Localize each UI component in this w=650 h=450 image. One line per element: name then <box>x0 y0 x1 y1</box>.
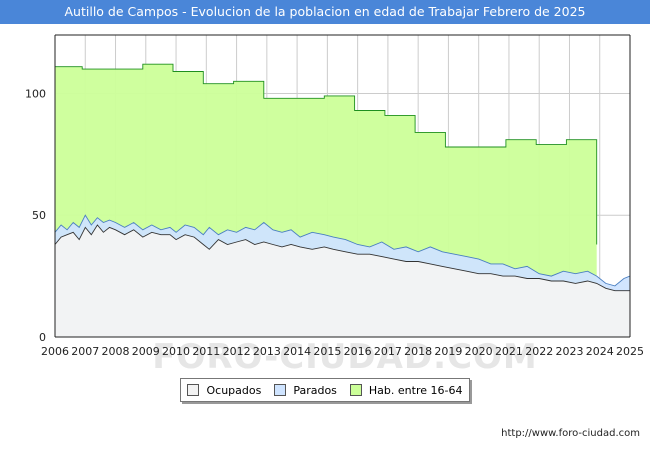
y-tick-label: 100 <box>25 87 46 100</box>
x-tick-label: 2015 <box>313 345 341 358</box>
x-tick-label: 2006 <box>41 345 69 358</box>
chart-title: Autillo de Campos - Evolucion de la pobl… <box>0 0 650 24</box>
x-tick-label: 2018 <box>404 345 432 358</box>
series-layer <box>54 63 631 337</box>
x-tick-label: 2020 <box>465 345 493 358</box>
legend-item-parados: Parados <box>274 384 337 397</box>
x-tick-label: 2023 <box>555 345 583 358</box>
chart-area: FORO-CIUDAD.COM 2006 2007 2008 2009 2010 2011… <box>25 34 644 374</box>
x-tick-label: 2021 <box>495 345 523 358</box>
series-line-hab-entre-16-64 <box>55 63 598 245</box>
series-line-ocupados <box>54 224 630 292</box>
legend-item-ocupados: Ocupados <box>187 384 261 397</box>
x-tick-label: 2011 <box>192 345 220 358</box>
legend-swatch-hab <box>349 384 362 396</box>
legend-label-parados: Parados <box>293 383 337 397</box>
x-tick-label: 2008 <box>102 345 130 358</box>
x-tick-label: 2009 <box>132 345 160 358</box>
x-tick-label: 2013 <box>253 345 281 358</box>
x-tick-label: 2019 <box>434 345 462 358</box>
watermark: FORO-CIUDAD.COM <box>152 337 538 374</box>
x-tick-label: 2024 <box>586 345 614 358</box>
y-tick-label: 50 <box>32 209 46 222</box>
x-tick-label: 2016 <box>344 345 372 358</box>
x-tick-label: 2025 <box>616 345 644 358</box>
x-tick-label: 2012 <box>223 345 251 358</box>
x-tick-label: 2022 <box>525 345 553 358</box>
legend-label-ocupados: Ocupados <box>206 383 262 397</box>
x-tick-label: 2017 <box>374 345 402 358</box>
x-axis-ticks: 2006 2007 2008 2009 2010 2011 2012 2013 2014 2015… <box>41 345 644 358</box>
x-tick-label: 2014 <box>283 345 311 358</box>
source-url: http://www.foro-ciudad.com <box>501 428 640 439</box>
y-axis-ticks: 0 50 100 <box>25 87 46 344</box>
x-tick-label: 2010 <box>162 345 190 358</box>
legend-label-hab: Hab. entre 16-64 <box>368 383 463 397</box>
axes <box>54 34 631 338</box>
y-tick-label: 0 <box>39 331 46 344</box>
legend-swatch-ocupados <box>187 384 200 396</box>
series-area-ocupados <box>55 225 630 337</box>
x-tick-label: 2007 <box>71 345 99 358</box>
legend-swatch-parados <box>274 384 287 396</box>
series-line-parados <box>54 214 631 287</box>
legend: Ocupados Parados Hab. entre 16-64 <box>180 378 470 402</box>
legend-item-hab: Hab. entre 16-64 <box>349 383 463 397</box>
